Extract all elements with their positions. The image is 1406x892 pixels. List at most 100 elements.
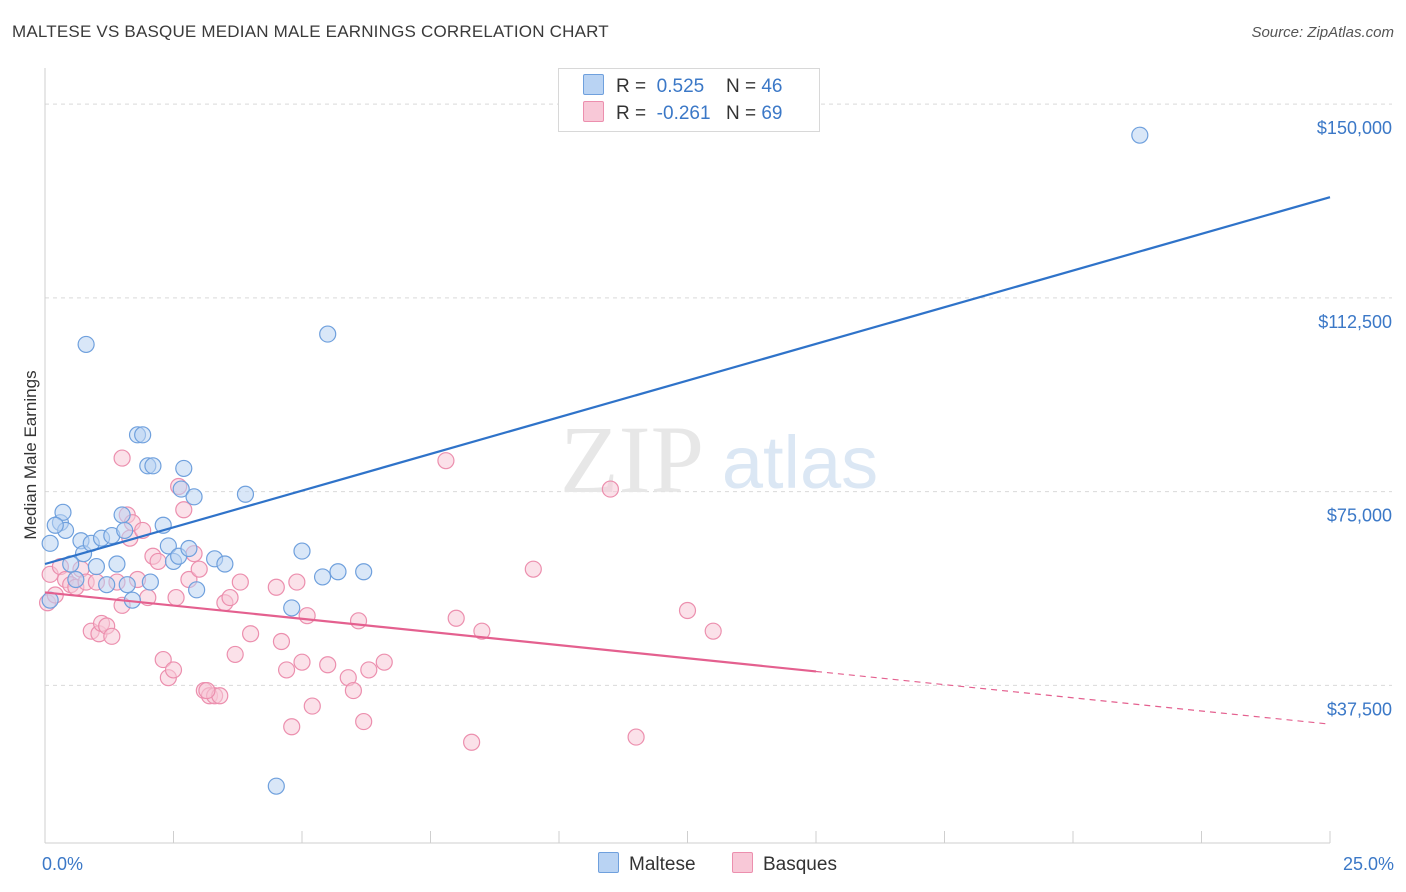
legend-maltese-label: Maltese [629, 854, 696, 875]
maltese-point [188, 581, 206, 599]
basques-point [627, 728, 645, 746]
basques-point [293, 653, 311, 671]
legend-item-basques: Basques [732, 852, 837, 878]
maltese-point [313, 568, 332, 586]
basques-point [190, 560, 208, 578]
basques-point [272, 632, 291, 651]
watermark-zip: ZIP [560, 406, 704, 513]
basques-point [360, 661, 378, 679]
maltese-point [141, 573, 159, 591]
legend-n-label: N = [725, 76, 757, 97]
maltese-legend-swatch [598, 852, 619, 874]
basques-point [375, 653, 393, 671]
basques-point [344, 681, 362, 700]
maltese-point [329, 563, 347, 581]
basques-point [355, 712, 373, 731]
maltese-point [180, 539, 198, 558]
basques-point [226, 645, 244, 664]
basques-point [319, 656, 337, 674]
basques-point [437, 452, 455, 470]
maltese-point [1131, 126, 1149, 144]
y-tick-label: $75,000 [1327, 506, 1392, 526]
maltese-point [77, 335, 95, 354]
maltese-point [98, 576, 116, 594]
basques-point [242, 625, 260, 643]
chart-title: MALTESE VS BASQUE MEDIAN MALE EARNINGS C… [12, 22, 609, 41]
gridlines [45, 103, 1392, 686]
legend-r-label: R = [616, 103, 647, 124]
basques-point [288, 573, 306, 591]
basques-point [283, 718, 301, 736]
maltese-points [41, 126, 1149, 795]
basques-point [298, 607, 316, 625]
basques-point [277, 661, 296, 679]
series-legend: Maltese Basques [0, 852, 1406, 878]
y-tick-label: $150,000 [1317, 118, 1392, 138]
basques-point [164, 661, 183, 679]
maltese-point [159, 537, 177, 555]
legend-row-basques: R = -0.261 N = 69 [583, 101, 782, 127]
maltese-point [185, 488, 203, 506]
basques-point [678, 601, 697, 620]
basques-point [113, 449, 131, 467]
legend-row-maltese: R = 0.525 N = 46 [583, 74, 782, 100]
maltese-point [144, 457, 162, 475]
source-label: Source: ZipAtlas.com [1251, 24, 1394, 41]
watermark-atlas: atlas [722, 421, 878, 504]
basques-point [221, 588, 239, 607]
legend-n-value: 46 [761, 76, 783, 97]
maltese-point [118, 576, 136, 594]
maltese-point [175, 459, 193, 478]
basques-point [601, 480, 620, 498]
basques-swatch [583, 101, 604, 123]
maltese-point [67, 570, 85, 589]
legend-n-label: N = [725, 103, 757, 124]
maltese-point [134, 426, 152, 444]
basques-point [149, 552, 167, 571]
y-axis-ticks: $37,500 $75,000 $112,500 $150,000 [1317, 118, 1392, 719]
legend-n-value: 69 [761, 103, 783, 124]
maltese-point [216, 555, 234, 573]
basques-point [349, 612, 368, 630]
x-tick-label-min: 0.0% [42, 854, 83, 874]
maltese-point [116, 521, 134, 540]
basques-point [463, 733, 481, 751]
trend-line-maltese [44, 196, 1331, 566]
basques-point [447, 609, 465, 627]
legend-r-label: R = [616, 76, 647, 97]
basques-point [473, 622, 491, 640]
basques-points [38, 449, 722, 751]
legend-r-value: -0.261 [656, 103, 711, 124]
trend-line-basques [44, 591, 817, 673]
basques-point [231, 573, 249, 591]
watermark: ZIP atlas [560, 406, 878, 513]
basques-point [267, 578, 285, 596]
maltese-point [293, 542, 311, 560]
maltese-point [46, 516, 64, 534]
y-axis-label: Median Male Earnings [21, 370, 40, 539]
maltese-point [319, 325, 337, 343]
y-tick-label: $112,500 [1318, 312, 1392, 332]
legend-r-value: 0.525 [656, 76, 705, 97]
basques-legend-swatch [732, 852, 753, 874]
x-tick-label-max: 25.0% [1343, 854, 1394, 874]
basques-point [524, 560, 542, 578]
maltese-point [87, 557, 106, 576]
maltese-point [41, 534, 59, 552]
correlation-legend: R = 0.525 N = 46 R = -0.261 N = 69 [558, 68, 820, 132]
maltese-point [172, 480, 190, 498]
trend-lines [44, 196, 1331, 725]
legend-item-maltese: Maltese [598, 852, 696, 878]
maltese-point [283, 599, 301, 617]
maltese-point [54, 503, 72, 521]
maltese-point [355, 563, 373, 581]
x-axis-ticks: 0.0% 25.0% [42, 831, 1394, 874]
legend-basques-label: Basques [763, 854, 837, 875]
basques-point [154, 650, 172, 669]
basques-point [175, 501, 193, 519]
maltese-point [108, 555, 126, 573]
basques-point [167, 588, 185, 607]
basques-point [704, 622, 722, 640]
maltese-swatch [583, 74, 604, 96]
